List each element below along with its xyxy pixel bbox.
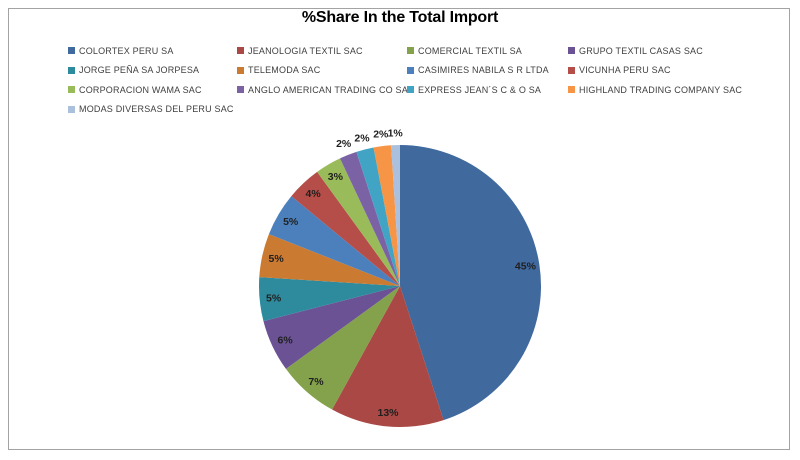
legend-swatch-icon [68,47,75,55]
pie-slice-label: 2% [373,129,389,141]
pie-slice-label: 45% [515,261,537,273]
legend-label: EXPRESS JEAN´S C & O SA [418,84,542,95]
pie-slice-12 [391,145,400,286]
legend-swatch-icon [237,66,244,74]
legend-swatch-icon [237,47,244,55]
legend-swatch-icon [568,86,575,94]
legend-label: ANGLO AMERICAN TRADING CO SA [248,84,408,95]
pie-slice-6 [268,196,400,286]
pie-slice-label: 1% [388,128,404,140]
pie-slice-8 [317,158,400,286]
chart-title: %Share In the Total Import [301,9,499,26]
pie-slice-label: 7% [308,376,324,388]
pie-slice-7 [291,171,400,286]
legend-label: VICUNHA PERU SAC [579,65,671,76]
legend-swatch-icon [407,86,414,94]
legend-item-7: VICUNHA PERU SAC [568,65,742,75]
legend-item-5: TELEMODA SAC [237,65,407,75]
pie-slice-label: 5% [283,216,299,228]
pie-slice-5 [259,234,400,286]
legend-label: CORPORACION WAMA SAC [79,84,202,95]
pie-slice-1 [332,286,444,428]
legend-item-8: CORPORACION WAMA SAC [68,85,237,95]
legend-swatch-icon [68,86,75,94]
pie-slice-label: 5% [269,253,285,265]
pie-slice-2 [285,286,400,410]
legend-item-4: JORGE PEÑA SA JORPESA [68,65,237,75]
legend-item-3: GRUPO TEXTIL CASAS SAC [568,46,742,56]
legend-item-1: JEANOLOGIA TEXTIL SAC [237,46,407,56]
legend-swatch-icon [68,66,75,74]
legend-swatch-icon [407,66,414,74]
legend-label: HIGHLAND TRADING COMPANY SAC [579,84,743,95]
legend-label: JEANOLOGIA TEXTIL SAC [248,45,363,56]
pie-slice-0 [400,145,542,421]
pie-slice-label: 2% [336,138,352,150]
legend-item-2: COMERCIAL TEXTIL SA [407,46,568,56]
pie-slice-label: 5% [266,293,282,305]
legend-swatch-icon [68,105,75,113]
legend-item-9: ANGLO AMERICAN TRADING CO SA [237,84,408,95]
legend-swatch-icon [568,66,575,74]
legend-label: JORGE PEÑA SA JORPESA [79,65,200,76]
legend-label: CASIMIRES NABILA S R LTDA [418,65,549,76]
pie-slice-label: 4% [306,188,322,200]
legend-swatch-icon [568,47,575,55]
legend-label: MODAS DIVERSAS DEL PERU SAC [79,104,234,115]
pie-slice-3 [263,286,400,369]
pie-slice-label: 3% [328,171,344,183]
pie-slice-10 [356,147,400,286]
legend-item-11: HIGHLAND TRADING COMPANY SAC [568,85,742,95]
legend-item-0: COLORTEX PERU SA [68,46,237,56]
legend: COLORTEX PERU SA JEANOLOGIA TEXTIL SAC COM… [68,41,742,119]
legend-item-6: CASIMIRES NABILA S R LTDA [407,65,568,75]
pie-slice-11 [373,145,400,286]
legend-swatch-icon [407,47,414,55]
legend-item-10: EXPRESS JEAN´S C & O SA [407,85,568,95]
pie-slice-9 [339,151,400,286]
pie-slice-label: 2% [354,132,370,144]
legend-label: COMERCIAL TEXTIL SA [418,45,522,56]
pie-slice-label: 13% [377,407,399,419]
legend-label: TELEMODA SAC [248,65,321,76]
pie-slice-label: 6% [278,335,294,347]
legend-swatch-icon [237,86,244,94]
pie-slice-4 [259,277,400,322]
legend-label: GRUPO TEXTIL CASAS SAC [579,45,703,56]
legend-label: COLORTEX PERU SA [79,45,174,56]
legend-item-12: MODAS DIVERSAS DEL PERU SAC [68,104,237,114]
